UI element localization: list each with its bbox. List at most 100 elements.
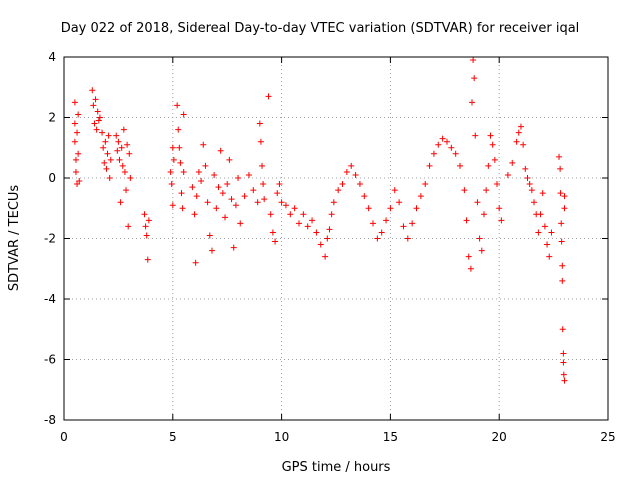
data-point	[127, 175, 134, 181]
data-point	[71, 99, 78, 106]
data-point	[114, 147, 121, 154]
data-point	[509, 159, 516, 166]
data-point	[93, 126, 100, 133]
data-point	[452, 150, 459, 157]
data-point	[117, 199, 124, 206]
data-point	[374, 235, 381, 242]
data-point	[121, 168, 128, 175]
data-point	[241, 193, 248, 200]
data-point	[422, 181, 429, 188]
data-point	[430, 150, 437, 157]
data-point	[176, 144, 183, 151]
data-point	[208, 247, 215, 254]
data-point	[250, 187, 257, 194]
data-point	[291, 205, 298, 212]
data-point	[548, 229, 555, 236]
data-point	[556, 153, 563, 160]
data-point	[74, 129, 81, 136]
data-point	[443, 138, 450, 145]
data-point	[169, 144, 176, 151]
data-point	[330, 199, 337, 206]
data-point	[119, 162, 126, 169]
data-point	[71, 120, 78, 127]
data-point	[558, 238, 565, 245]
data-point	[558, 220, 565, 227]
data-point	[483, 187, 490, 194]
data-point	[145, 217, 152, 224]
data-point	[144, 256, 151, 263]
data-point	[515, 129, 522, 136]
data-point	[504, 171, 511, 178]
data-point	[417, 193, 424, 200]
data-point	[528, 187, 535, 194]
data-point	[560, 371, 567, 378]
data-point	[272, 238, 279, 245]
data-point	[202, 162, 209, 169]
x-axis-label: GPS time / hours	[282, 460, 391, 475]
data-point	[539, 190, 546, 197]
data-point	[75, 150, 82, 157]
data-point	[487, 132, 494, 139]
data-point	[494, 181, 501, 188]
data-point	[267, 211, 274, 218]
data-point	[120, 126, 127, 133]
data-point	[561, 193, 568, 200]
data-point	[107, 156, 114, 163]
data-point	[478, 247, 485, 254]
data-point	[206, 232, 213, 239]
data-point	[230, 244, 237, 251]
data-point	[300, 211, 307, 218]
data-point	[474, 199, 481, 206]
data-point	[326, 226, 333, 233]
data-point	[204, 199, 211, 206]
data-point	[498, 217, 505, 224]
data-point	[211, 171, 218, 178]
data-point	[142, 223, 149, 230]
data-point	[561, 205, 568, 212]
data-point	[409, 220, 416, 227]
data-point	[520, 141, 527, 148]
data-point	[322, 253, 329, 260]
data-point	[282, 202, 289, 209]
data-point	[278, 199, 285, 206]
data-point	[213, 205, 220, 212]
data-point	[404, 235, 411, 242]
data-point	[195, 168, 202, 175]
data-point	[489, 141, 496, 148]
data-point	[461, 187, 468, 194]
axis-ticks	[63, 56, 609, 421]
y-tick-label: -6	[44, 353, 56, 367]
data-point	[535, 229, 542, 236]
data-point	[254, 199, 261, 206]
data-point	[296, 220, 303, 227]
data-point	[476, 235, 483, 242]
data-point	[287, 211, 294, 218]
data-point	[143, 232, 150, 239]
data-point	[75, 111, 82, 118]
data-point	[491, 156, 498, 163]
data-point	[104, 150, 111, 157]
data-point	[413, 205, 420, 212]
x-tick-labels: 0 5 10 15 20 25	[60, 430, 615, 444]
data-point	[219, 190, 226, 197]
data-point	[99, 129, 106, 136]
data-point	[304, 223, 311, 230]
data-point	[559, 326, 566, 333]
data-point	[465, 253, 472, 260]
y-tick-label: 4	[48, 50, 56, 64]
data-point	[189, 184, 196, 191]
data-point	[168, 181, 175, 188]
data-point	[226, 156, 233, 163]
data-point	[105, 132, 112, 139]
data-point	[396, 199, 403, 206]
data-point	[369, 220, 376, 227]
data-point	[193, 193, 200, 200]
data-point	[102, 138, 109, 145]
data-point	[480, 211, 487, 218]
data-point	[235, 175, 242, 181]
data-point	[439, 135, 446, 142]
data-point	[191, 211, 198, 218]
data-point	[89, 87, 96, 94]
data-point	[232, 202, 239, 209]
data-point	[559, 277, 566, 284]
